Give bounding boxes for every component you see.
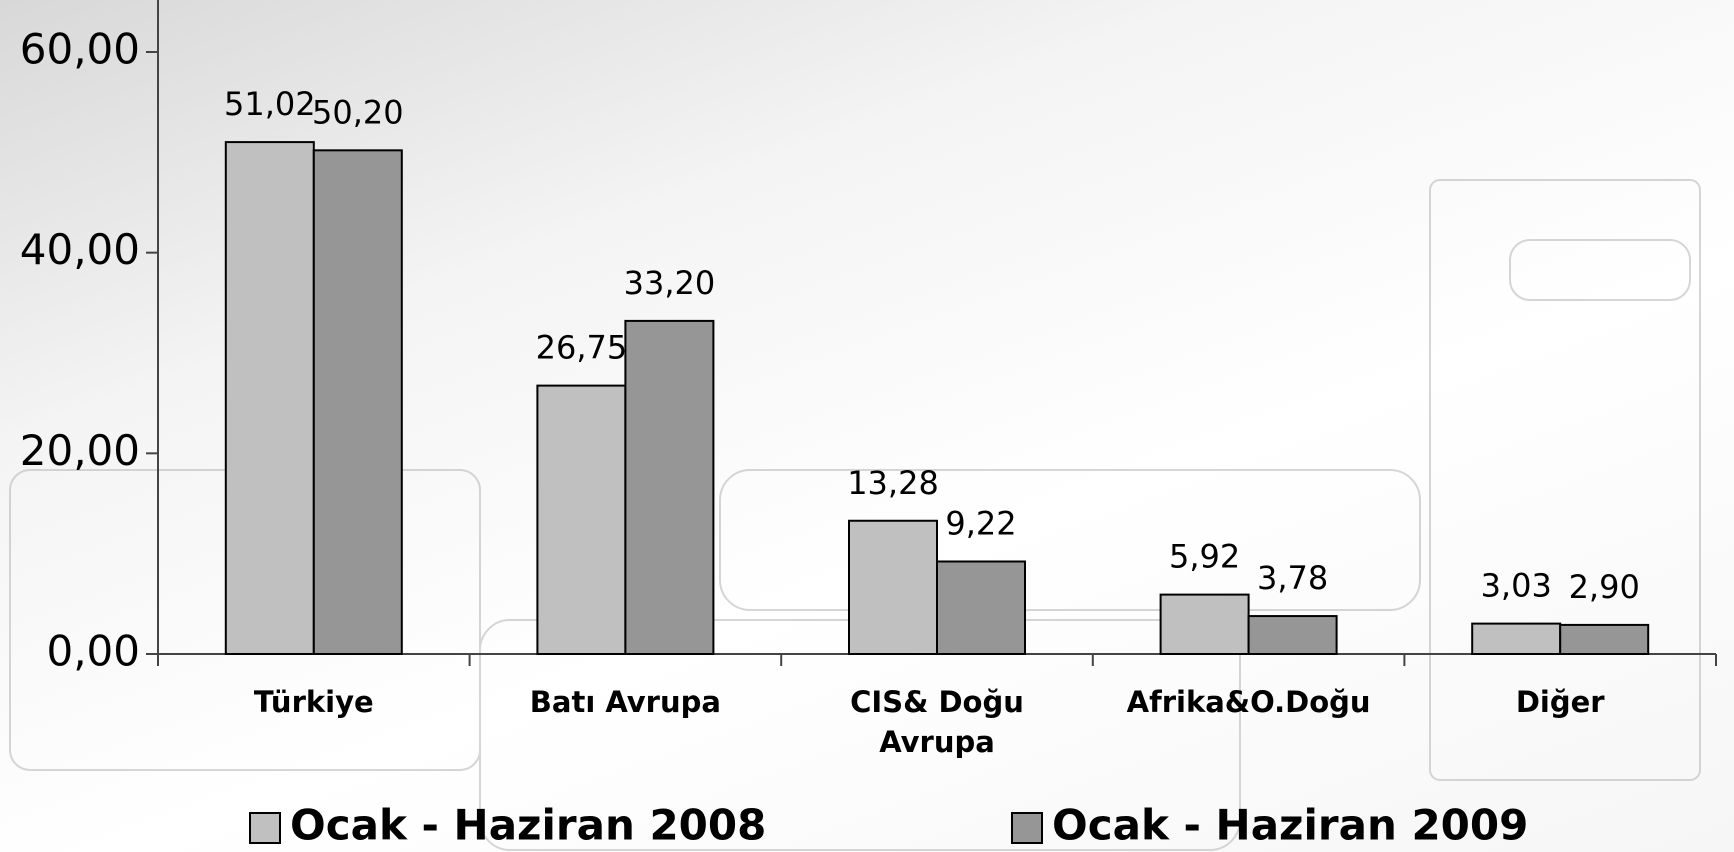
bar	[624, 319, 715, 655]
data-label: 13,28	[847, 464, 939, 502]
x-tick-label: CIS& Doğu Avrupa	[850, 685, 1024, 759]
legend-label: Ocak - Haziran 2008	[290, 801, 766, 850]
x-tick-label: Batı Avrupa	[529, 685, 721, 719]
legend-swatch	[249, 812, 281, 844]
x-tick-label: Türkiye	[253, 685, 374, 719]
bar	[312, 149, 403, 655]
data-label: 51,02	[224, 85, 316, 123]
bar	[1247, 615, 1338, 655]
data-label: 5,92	[1169, 538, 1240, 576]
bar	[224, 141, 315, 655]
bar	[1559, 623, 1650, 655]
bar	[536, 384, 627, 655]
data-label: 9,22	[945, 504, 1016, 542]
y-tick-label: 0,00	[46, 627, 140, 676]
bar	[848, 519, 938, 655]
data-label: 50,20	[312, 93, 404, 131]
legend-swatch	[1011, 812, 1043, 844]
bar	[1159, 593, 1250, 655]
legend-label: Ocak - Haziran 2009	[1052, 801, 1528, 850]
y-tick-label: 40,00	[20, 225, 140, 274]
x-tick-label: Diğer	[1515, 685, 1605, 719]
data-label: 33,20	[624, 264, 716, 302]
bar	[1471, 622, 1562, 655]
data-label: 3,03	[1481, 567, 1552, 605]
data-label: 3,78	[1257, 559, 1328, 597]
x-tick-label: Afrika&O.Doğu	[1126, 685, 1371, 719]
bar	[936, 560, 1026, 656]
data-label: 26,75	[536, 329, 628, 367]
y-tick-label: 60,00	[20, 25, 140, 74]
y-tick-label: 20,00	[20, 426, 140, 475]
data-label: 2,90	[1569, 568, 1640, 606]
